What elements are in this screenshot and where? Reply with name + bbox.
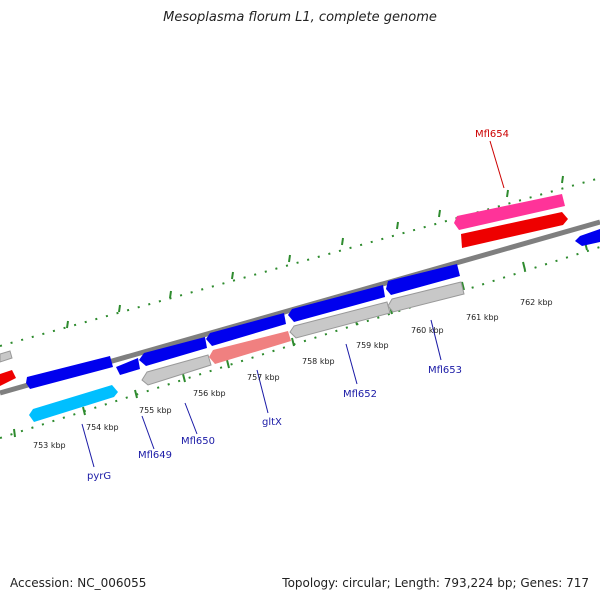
gene-arrow-mfl654 — [461, 212, 568, 248]
gene-labels: pyrG Mfl649 Mfl650 gltX Mfl652 Mfl653 Mf… — [87, 129, 509, 482]
gene-label-pyrG: pyrG — [87, 471, 111, 482]
scale-label-756: 756 kbp — [193, 389, 226, 398]
outer-tick-ring — [0, 177, 600, 347]
gene-arrow-partial-red — [0, 370, 16, 386]
gene-label-gltX: gltX — [262, 417, 282, 428]
gene-arrow-mfl652-rev — [289, 301, 391, 339]
gene-label-mfl649: Mfl649 — [138, 450, 172, 461]
gene-arrow-mfl653 — [386, 264, 460, 295]
page-title: Mesoplasma florum L1, complete genome — [163, 10, 437, 25]
gene-arrow-gltX — [209, 331, 291, 364]
gene-label-mfl654: Mfl654 — [475, 129, 509, 140]
gene-arrow-pyrG-neighbor — [26, 356, 113, 389]
gene-arrow-mfl652 — [288, 285, 385, 322]
scale-labels: 753 kbp 754 kbp 755 kbp 756 kbp 757 kbp … — [33, 298, 553, 450]
scale-label-753: 753 kbp — [33, 441, 66, 450]
gene-arrow-mfl653-rev — [387, 281, 465, 313]
scale-label-757: 757 kbp — [247, 373, 280, 382]
rna-arrow-mfl654 — [454, 194, 565, 230]
scale-label-755: 755 kbp — [139, 406, 172, 415]
scale-label-761: 761 kbp — [466, 313, 499, 322]
scale-label-762: 762 kbp — [520, 298, 553, 307]
scale-label-758: 758 kbp — [302, 357, 335, 366]
gene-arrow-mfl650 — [139, 337, 207, 366]
gene-arrow-pyrG — [29, 385, 118, 422]
outer-major-ticks — [66, 175, 564, 329]
reverse-strand-genes — [29, 281, 465, 422]
scale-label-759: 759 kbp — [356, 341, 389, 350]
genome-summary-text: Topology: circular; Length: 793,224 bp; … — [282, 576, 589, 590]
gene-arrow-gltX-fwd — [206, 313, 286, 346]
gene-label-mfl652: Mfl652 — [343, 389, 377, 400]
gene-arrow-mfl649 — [116, 358, 140, 375]
gene-arrow-mfl650-rev — [141, 354, 212, 386]
gene-label-mfl653: Mfl653 — [428, 365, 462, 376]
inner-tick-ring — [0, 246, 600, 439]
scale-label-754: 754 kbp — [86, 423, 119, 432]
gene-label-mfl650: Mfl650 — [181, 436, 215, 447]
accession-text: Accession: NC_006055 — [10, 576, 147, 590]
forward-strand-genes — [26, 229, 600, 389]
gene-arrow-partial-gray — [0, 350, 13, 363]
inner-major-ticks — [13, 241, 588, 438]
gene-arrow-right-edge — [575, 229, 600, 246]
scale-label-760: 760 kbp — [411, 326, 444, 335]
label-connectors — [81, 140, 505, 468]
